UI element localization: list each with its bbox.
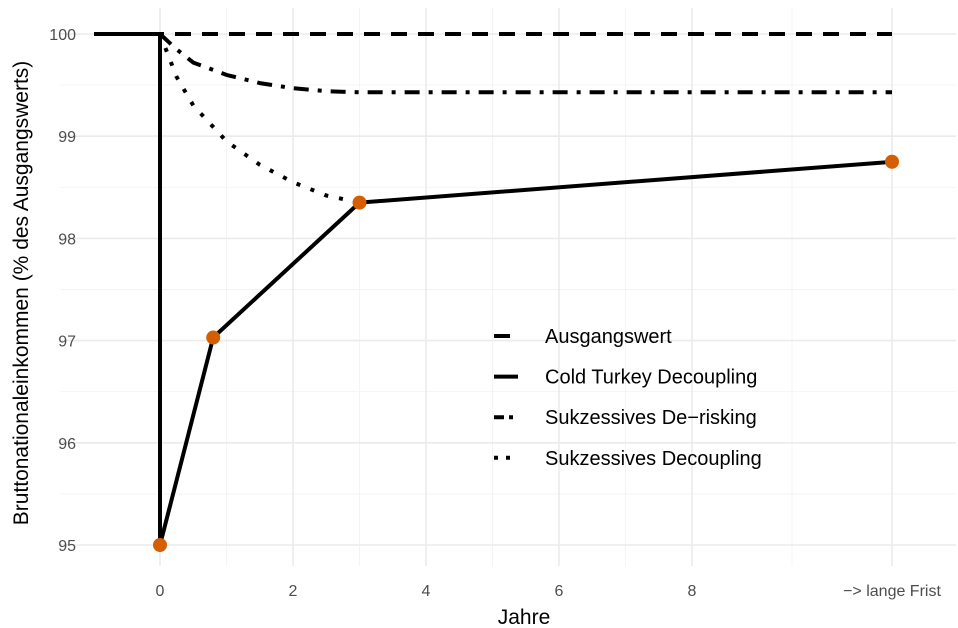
legend-label: Ausgangswert [545, 326, 672, 348]
data-point [352, 195, 367, 210]
x-tick-label: 2 [289, 583, 298, 600]
y-axis-tick-labels: 95 96 97 98 99 100 [49, 27, 76, 555]
legend-label: Cold Turkey Decoupling [545, 367, 757, 389]
minor-gridlines [60, 8, 956, 566]
legend: Ausgangswert Cold Turkey Decoupling Sukzes… [494, 326, 762, 470]
data-point [153, 538, 167, 552]
series-line-3 [158, 32, 892, 95]
series-markers [153, 154, 899, 552]
y-tick-label: 96 [58, 436, 76, 453]
y-tick-label: 100 [49, 27, 76, 44]
x-axis-title: Jahre [498, 606, 551, 628]
series-line-2 [94, 32, 893, 547]
y-tick-label: 98 [58, 231, 76, 248]
x-axis-tick-labels: 0 2 4 6 8 −> lange Frist [156, 583, 942, 600]
y-tick-label: 95 [58, 538, 76, 555]
legend-label: Sukzessives Decoupling [545, 448, 762, 470]
series-lines [94, 32, 893, 547]
x-tick-label: −> lange Frist [843, 583, 941, 600]
legend-label: Sukzessives De−risking [545, 407, 757, 429]
y-tick-label: 97 [58, 334, 76, 351]
y-axis-title: Bruttonationaleinkommen (% des Ausgangsw… [10, 61, 33, 526]
x-tick-label: 0 [156, 583, 165, 600]
data-point [206, 330, 221, 345]
x-tick-label: 4 [422, 583, 431, 600]
data-point [885, 154, 899, 169]
y-tick-label: 99 [58, 129, 76, 146]
x-tick-label: 6 [555, 583, 564, 600]
x-tick-label: 8 [688, 583, 697, 600]
